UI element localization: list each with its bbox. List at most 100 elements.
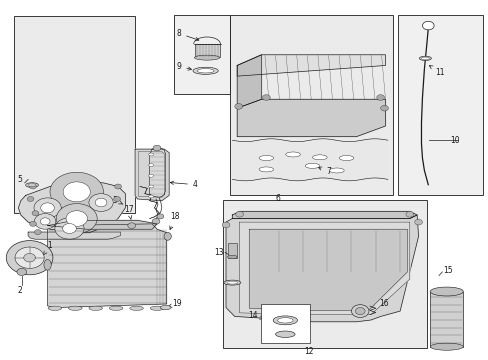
Ellipse shape [418, 56, 430, 60]
Circle shape [15, 247, 44, 268]
Ellipse shape [194, 55, 219, 60]
Ellipse shape [273, 316, 297, 325]
Text: 5: 5 [18, 175, 22, 184]
Ellipse shape [429, 287, 462, 296]
Circle shape [114, 197, 120, 202]
Text: 6: 6 [275, 194, 280, 203]
Ellipse shape [68, 306, 82, 310]
Ellipse shape [148, 153, 153, 156]
Ellipse shape [44, 260, 51, 270]
Ellipse shape [148, 164, 153, 167]
Ellipse shape [163, 233, 171, 240]
Bar [397, 15, 482, 195]
Ellipse shape [339, 156, 353, 161]
Circle shape [6, 240, 53, 275]
Text: 3: 3 [112, 195, 122, 204]
Ellipse shape [259, 167, 273, 172]
Circle shape [30, 221, 36, 226]
Text: 8: 8 [176, 29, 199, 41]
Text: 14: 14 [248, 311, 263, 320]
Text: 17: 17 [124, 205, 133, 220]
Polygon shape [249, 229, 407, 310]
Circle shape [34, 198, 61, 218]
Text: 13: 13 [214, 248, 224, 257]
Ellipse shape [277, 318, 292, 323]
Bar [229, 15, 392, 195]
Ellipse shape [109, 306, 122, 310]
Polygon shape [237, 55, 261, 108]
Circle shape [32, 211, 39, 216]
Ellipse shape [305, 163, 319, 168]
Circle shape [222, 222, 229, 228]
Circle shape [376, 95, 384, 100]
Circle shape [62, 224, 76, 234]
Ellipse shape [226, 281, 237, 284]
Ellipse shape [312, 155, 326, 160]
Circle shape [115, 184, 121, 189]
Polygon shape [225, 215, 418, 322]
Ellipse shape [259, 156, 273, 161]
Circle shape [380, 105, 387, 111]
Ellipse shape [224, 280, 241, 285]
Ellipse shape [26, 183, 38, 188]
Polygon shape [237, 55, 385, 76]
Circle shape [422, 21, 433, 30]
Polygon shape [149, 148, 165, 197]
Circle shape [66, 211, 87, 226]
Text: 4: 4 [170, 180, 198, 189]
Circle shape [157, 214, 163, 219]
Circle shape [355, 307, 365, 315]
Circle shape [152, 219, 160, 224]
Circle shape [30, 184, 36, 189]
Polygon shape [28, 232, 120, 239]
Circle shape [50, 172, 103, 211]
Ellipse shape [329, 168, 344, 173]
Bar [227, 243, 236, 258]
Text: 2: 2 [18, 286, 22, 295]
Text: 12: 12 [304, 347, 313, 356]
Text: 15: 15 [442, 266, 451, 275]
Circle shape [89, 194, 113, 211]
Ellipse shape [89, 306, 102, 310]
Polygon shape [47, 224, 166, 307]
Ellipse shape [197, 69, 214, 73]
Circle shape [41, 203, 54, 213]
Text: 19: 19 [168, 300, 182, 309]
Bar [174, 15, 229, 94]
Circle shape [34, 213, 56, 229]
Circle shape [235, 211, 243, 217]
Text: 1: 1 [43, 241, 52, 255]
Polygon shape [232, 139, 387, 181]
Ellipse shape [429, 343, 462, 350]
Text: 11: 11 [428, 66, 444, 77]
Text: 9: 9 [176, 62, 191, 71]
Circle shape [34, 230, 41, 235]
Polygon shape [47, 220, 157, 229]
Text: 10: 10 [449, 136, 458, 145]
Bar [195, 44, 219, 57]
Bar [429, 292, 462, 347]
Circle shape [127, 223, 135, 229]
Circle shape [153, 145, 161, 151]
Circle shape [405, 211, 413, 217]
Circle shape [351, 305, 368, 318]
Ellipse shape [148, 185, 153, 188]
Circle shape [24, 253, 35, 262]
Polygon shape [239, 222, 409, 315]
Ellipse shape [150, 306, 163, 310]
Polygon shape [135, 149, 169, 201]
Text: 7: 7 [318, 167, 330, 176]
Ellipse shape [148, 195, 153, 198]
Bar [222, 200, 426, 348]
Bar [14, 15, 135, 213]
Circle shape [63, 182, 90, 202]
Ellipse shape [285, 152, 300, 157]
Circle shape [262, 95, 270, 100]
Bar [261, 304, 309, 343]
Ellipse shape [48, 306, 61, 310]
Circle shape [56, 204, 97, 234]
Polygon shape [19, 181, 125, 233]
Ellipse shape [148, 174, 153, 177]
Circle shape [414, 219, 422, 225]
Ellipse shape [28, 184, 36, 186]
